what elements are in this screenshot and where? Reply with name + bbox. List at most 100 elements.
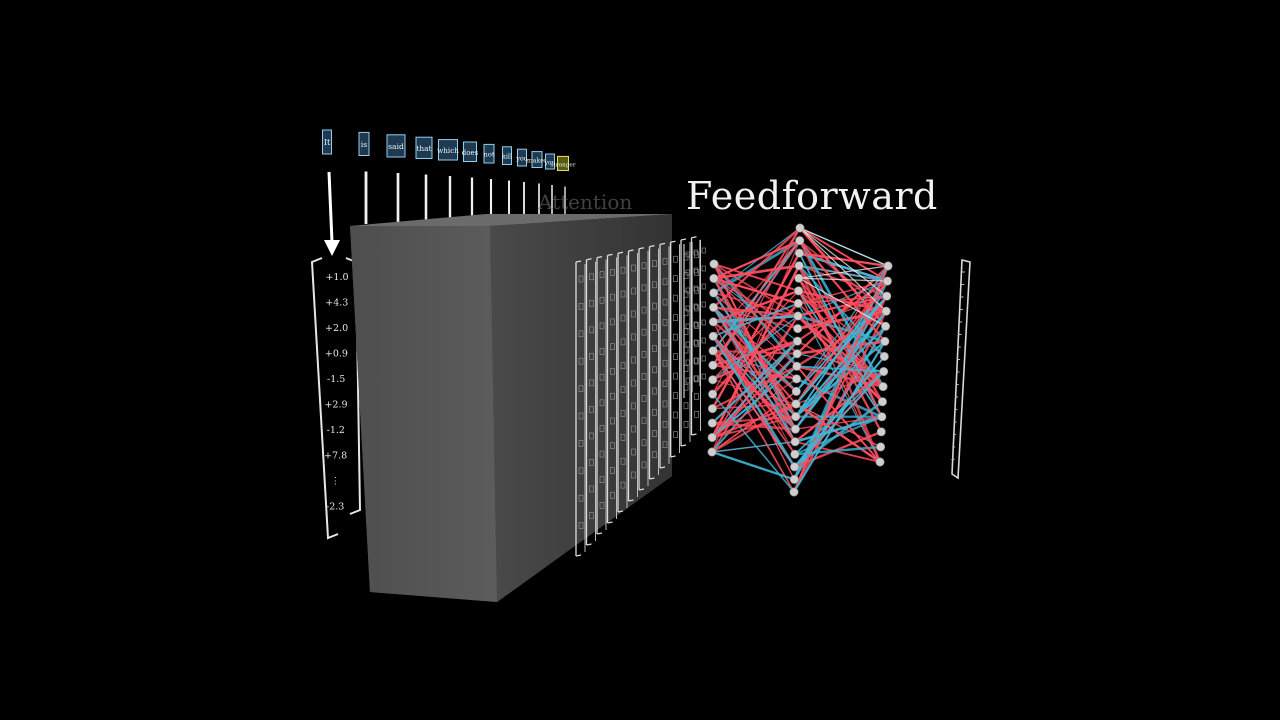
mlp-weights	[711, 227, 890, 493]
mlp-weight-edge	[713, 263, 798, 355]
mlp-weight-edge	[712, 240, 801, 337]
token-2: said	[386, 134, 406, 158]
mlp-weight-edge	[711, 240, 801, 453]
token-label: said	[388, 142, 404, 151]
mlp-weight-edge	[794, 415, 883, 444]
mlp-neuron	[707, 418, 717, 428]
input-vector-value: +0.9	[325, 349, 348, 360]
attention-output-column	[699, 240, 706, 386]
token-7: kill	[502, 146, 512, 166]
mlp-neuron	[881, 306, 891, 316]
mlp-weight-edge	[712, 307, 796, 443]
attention-output-column	[606, 253, 617, 524]
mlp-neuron	[793, 311, 803, 321]
token-3: that	[415, 136, 433, 159]
mlp-weight-edge	[712, 321, 797, 393]
attention-output-column	[648, 244, 659, 480]
mlp-weight-edge	[798, 265, 883, 418]
mlp-weight-edge	[712, 290, 799, 381]
mlp-weight-edge	[712, 350, 796, 468]
mlp-weight-edge	[796, 340, 886, 356]
token-label: not	[483, 151, 494, 159]
mlp-weight-edge	[713, 292, 799, 317]
mlp-weight-edge	[793, 355, 886, 468]
mlp-neuron	[791, 412, 801, 422]
mlp-weight-edge	[796, 365, 884, 373]
mlp-weight-edge	[799, 251, 889, 268]
mlp-weight-edge	[798, 277, 888, 282]
mlp-neuron	[789, 487, 799, 497]
mlp-neuron	[708, 346, 718, 356]
attention-output-vectors	[575, 236, 706, 557]
mlp-neuron	[879, 351, 889, 361]
mlp-neuron	[875, 457, 885, 467]
mlp-neuron	[882, 291, 892, 301]
mlp-neuron	[707, 433, 717, 443]
mlp-weight-edge	[799, 227, 888, 282]
mlp-weight-edge	[795, 265, 889, 392]
mlp-weight-edge	[713, 263, 798, 368]
mlp-weight-edge	[712, 379, 797, 405]
mlp-weight-edge	[799, 227, 888, 297]
token-9: makes	[527, 151, 547, 169]
input-vector: +1.0 +4.3 +2.0 +0.9 -1.5 +2.9 -1.2 +7.8 ⋮ -2.3	[310, 257, 362, 540]
mlp-weight-edge	[713, 264, 800, 280]
mlp-neuron	[794, 273, 804, 283]
mlp-weight-edge	[799, 227, 887, 328]
mlp-weight-edge	[795, 295, 888, 392]
mlp-neuron	[882, 276, 892, 286]
mlp-neuron	[709, 288, 719, 298]
token-6: not	[483, 143, 495, 164]
mlp-neuron	[789, 474, 799, 484]
mlp-neuron	[707, 404, 717, 414]
token-label: that	[416, 144, 431, 153]
mlp-neuron	[876, 427, 886, 437]
mlp-neuron	[877, 412, 887, 422]
mlp-neuron	[876, 442, 886, 452]
token-4: which	[437, 139, 459, 161]
token-label: you	[544, 160, 556, 167]
token-arrows	[324, 171, 566, 256]
mlp-weight-edge	[712, 227, 801, 366]
token-label: stronger	[550, 162, 575, 168]
mlp-neuron	[793, 298, 803, 308]
mlp-weight-edge	[798, 239, 885, 388]
mlp-neuron	[792, 361, 802, 371]
mlp-neuron	[790, 424, 800, 434]
mlp-weight-edge	[712, 335, 796, 468]
mlp-neuron	[792, 349, 802, 359]
attention-output-column	[575, 260, 586, 557]
mlp-neuron	[795, 223, 805, 233]
mlp-weight-edge	[796, 365, 881, 463]
mlp-weight-edge	[712, 227, 801, 309]
input-vector-value: +2.0	[325, 323, 348, 334]
token-label: which	[437, 146, 459, 155]
mlp-weight-edge	[794, 325, 887, 418]
mlp-weight-edge	[711, 390, 797, 453]
mlp-weight-edge	[711, 365, 798, 410]
mlp-neuron	[709, 273, 719, 283]
input-vector-value: -2.3	[326, 502, 344, 513]
mlp-neuron	[879, 367, 889, 377]
token-arrow	[324, 171, 340, 256]
token-label: you	[515, 155, 528, 163]
input-vector-value: +2.9	[324, 400, 347, 411]
mlp-neuron	[708, 389, 718, 399]
feedforward-title: Feedforward	[686, 174, 938, 218]
mlp-weight-edge	[713, 239, 801, 280]
mlp-neuron	[709, 259, 719, 269]
attention-output-column	[585, 258, 596, 546]
mlp-neuron	[791, 386, 801, 396]
token-1: is	[358, 131, 370, 156]
mlp-weight-edge	[798, 239, 886, 343]
token-11: stronger	[550, 155, 576, 171]
input-vector-value: +1.0	[325, 272, 348, 283]
attention-output-column	[683, 244, 690, 398]
mlp-weight-edge	[712, 240, 801, 366]
token-8: you	[515, 148, 528, 167]
mlp-weight-edge	[713, 277, 799, 305]
input-vector-value: -1.2	[327, 425, 345, 436]
mlp-neuron	[792, 336, 802, 346]
mlp-neuron	[708, 360, 718, 370]
